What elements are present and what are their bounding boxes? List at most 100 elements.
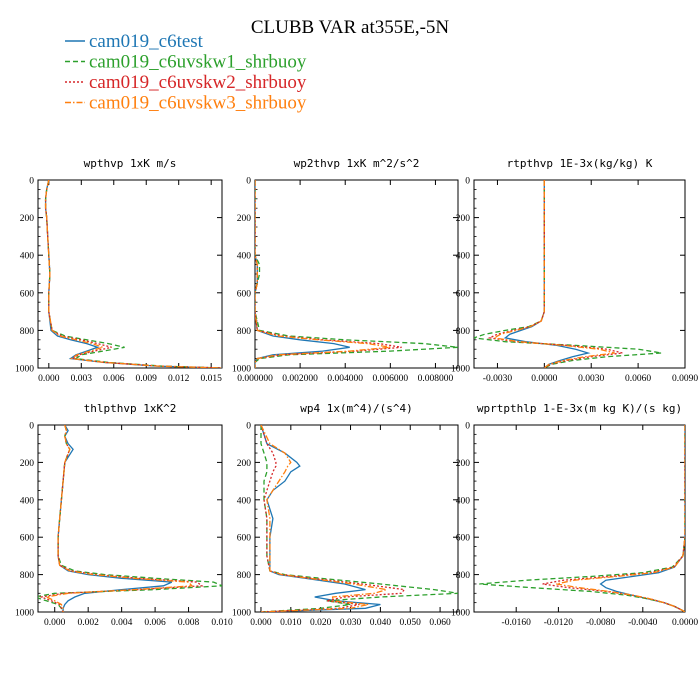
y-tick-label: 800 — [20, 327, 35, 337]
series-line — [38, 425, 222, 612]
series-line — [255, 180, 458, 368]
y-tick-label: 800 — [237, 327, 252, 337]
x-tick-label: 0.000 — [38, 374, 60, 384]
y-tick-label: 200 — [237, 459, 252, 469]
y-tick-label: 600 — [237, 289, 252, 299]
x-tick-label: 0.060 — [429, 618, 451, 628]
series-line — [503, 180, 591, 368]
legend-label: cam019_c6uvskw3_shrbuoy — [89, 93, 307, 114]
y-tick-label: 400 — [237, 252, 252, 262]
series-line — [255, 180, 402, 368]
y-tick-label: 800 — [456, 571, 471, 581]
x-tick-label: 0.003 — [71, 374, 93, 384]
series-line — [260, 425, 387, 612]
x-tick-label: 0.008000 — [418, 374, 454, 384]
y-tick-label: 200 — [237, 214, 252, 224]
y-tick-label: 800 — [20, 571, 35, 581]
x-tick-label: 0.006 — [103, 374, 125, 384]
y-tick-label: 400 — [237, 496, 252, 506]
y-tick-label: 400 — [20, 252, 35, 262]
y-tick-label: 800 — [237, 571, 252, 581]
x-tick-label: 0.0000 — [531, 374, 557, 384]
y-tick-label: 1000 — [15, 609, 34, 619]
series-line — [255, 180, 391, 368]
chart-panel: wp2thvp 1xK m^2/s^2 0 200 400 600 800 1000 0.00… — [232, 157, 459, 384]
y-tick-label: 1000 — [15, 365, 34, 375]
x-tick-label: -0.0160 — [502, 618, 532, 628]
x-tick-label: 0.0060 — [625, 374, 651, 384]
chart-panel: wprtpthlp 1-E-3x(m kg K)/(s kg) 0 200 400 60… — [451, 402, 698, 628]
x-tick-label: 0.040 — [370, 618, 392, 628]
y-tick-label: 0 — [246, 422, 251, 432]
x-tick-label: 0.030 — [340, 618, 362, 628]
x-tick-label: -0.0030 — [483, 374, 513, 384]
x-tick-label: 0.050 — [400, 618, 422, 628]
y-tick-label: 400 — [20, 496, 35, 506]
panel-title: wpthvp 1xK m/s — [84, 157, 177, 170]
series-line — [44, 425, 194, 612]
y-tick-label: 400 — [456, 252, 471, 262]
x-tick-label: 0.0030 — [578, 374, 604, 384]
y-tick-label: 0 — [246, 177, 251, 187]
x-tick-label: 0.008 — [178, 618, 200, 628]
panel-title: wprtpthlp 1-E-3x(m kg K)/(s kg) — [477, 402, 682, 415]
plot-frame — [473, 424, 686, 613]
chart-panel: rtpthvp 1E-3x(kg/kg) K 0 200 400 600 800 1000 -… — [451, 157, 698, 384]
panel-title: rtpthvp 1E-3x(kg/kg) K — [507, 157, 653, 170]
series-line — [479, 425, 685, 612]
series-line — [44, 180, 222, 368]
chart-panel: wpthvp 1xK m/s 0 200 400 600 800 1000 0.000 0.00… — [15, 157, 223, 384]
y-tick-label: 200 — [456, 459, 471, 469]
x-tick-label: 0.002000 — [282, 374, 318, 384]
plot-frame — [37, 424, 223, 613]
y-tick-label: 1000 — [451, 365, 470, 375]
x-tick-label: 0.012 — [168, 374, 190, 384]
x-tick-label: -0.0080 — [586, 618, 616, 628]
y-tick-label: 600 — [456, 534, 471, 544]
series-line — [260, 425, 406, 612]
y-tick-label: 1000 — [232, 609, 251, 619]
panel-title: thlpthvp 1xK^2 — [84, 402, 177, 415]
x-tick-label: 0.015 — [200, 374, 222, 384]
x-tick-label: 0.000 — [44, 618, 66, 628]
y-tick-label: 0 — [465, 177, 470, 187]
y-tick-label: 1000 — [451, 609, 470, 619]
series-line — [255, 180, 350, 368]
x-tick-label: 0.010 — [280, 618, 302, 628]
x-tick-label: 0.000 — [250, 618, 272, 628]
y-tick-label: 600 — [20, 289, 35, 299]
x-tick-label: 0.006000 — [373, 374, 409, 384]
series-line — [44, 180, 222, 368]
series-line — [44, 180, 222, 368]
series-line — [57, 425, 173, 612]
x-tick-label: 0.009 — [136, 374, 158, 384]
y-tick-label: 0 — [29, 177, 34, 187]
y-tick-label: 1000 — [232, 365, 251, 375]
panel-title: wp4 1x(m^4)/(s^4) — [300, 402, 413, 415]
x-tick-label: 0.002 — [77, 618, 99, 628]
legend-label: cam019_c6uvskw2_shrbuoy — [89, 72, 307, 93]
x-tick-label: 0.020 — [310, 618, 332, 628]
series-line — [260, 425, 458, 612]
x-tick-label: 0.0000 — [672, 618, 698, 628]
plot-frame — [37, 179, 223, 369]
legend-label: cam019_c6test — [89, 31, 204, 52]
y-tick-label: 0 — [465, 422, 470, 432]
x-tick-label: 0.004000 — [327, 374, 363, 384]
series-line — [38, 425, 204, 612]
x-tick-label: 0.006 — [144, 618, 166, 628]
y-tick-label: 200 — [20, 459, 35, 469]
y-tick-label: 0 — [29, 422, 34, 432]
chart-panel: thlpthvp 1xK^2 0 200 400 600 800 1000 0.000 0.00… — [15, 402, 233, 628]
x-tick-label: -0.0040 — [628, 618, 658, 628]
legend-label: cam019_c6uvskw1_shrbuoy — [89, 52, 307, 73]
panel-title: wp2thvp 1xK m^2/s^2 — [294, 157, 420, 170]
series-line — [599, 425, 685, 612]
x-tick-label: 0.010 — [211, 618, 233, 628]
y-tick-label: 200 — [20, 214, 35, 224]
x-tick-label: 0.004 — [111, 618, 133, 628]
series-line — [556, 425, 685, 612]
legend: cam019_c6testcam019_c6uvskw1_shrbuoycam0… — [65, 31, 307, 114]
